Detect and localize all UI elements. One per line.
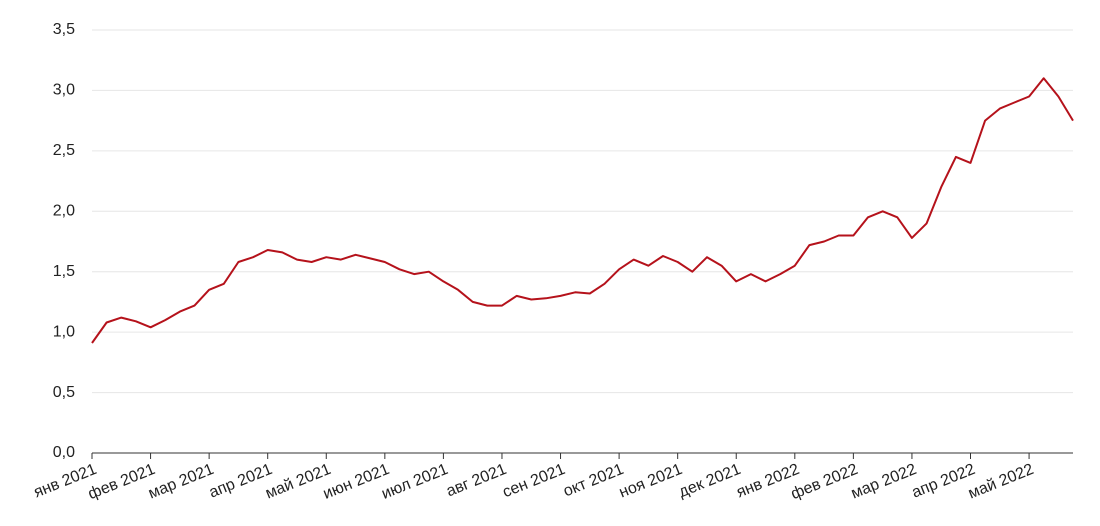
y-tick-label: 3,5	[53, 21, 75, 38]
y-tick-label: 1,0	[53, 323, 75, 340]
x-tick-label: май 2022	[966, 461, 1036, 503]
x-tick-label: авг 2021	[444, 461, 509, 501]
x-tick-label: окт 2021	[561, 461, 626, 501]
x-tick-label: сен 2021	[500, 461, 567, 501]
x-tick-label: мар 2022	[849, 461, 919, 503]
x-tick-label: май 2021	[263, 461, 333, 503]
y-tick-label: 0,0	[53, 444, 75, 461]
y-tick-label: 2,5	[53, 142, 75, 159]
x-tick-label: июн 2021	[321, 461, 392, 503]
x-tick-label: июл 2021	[379, 461, 450, 503]
line	[91, 77, 1074, 344]
y-tick-label: 0,5	[53, 384, 75, 401]
x-tick-label: мар 2021	[146, 461, 216, 503]
y-tick-label: 3,0	[53, 82, 75, 99]
y-tick-label: 2,0	[53, 203, 75, 220]
x-tick-label: фев 2022	[789, 461, 861, 503]
x-tick-label: апр 2022	[910, 461, 978, 502]
x-tick-label: дек 2021	[676, 461, 743, 501]
x-tick-label: апр 2021	[207, 461, 275, 502]
x-tick-label: фев 2021	[86, 461, 158, 503]
y-tick-label: 1,5	[53, 263, 75, 280]
x-tick-label: ноя 2021	[617, 461, 685, 502]
